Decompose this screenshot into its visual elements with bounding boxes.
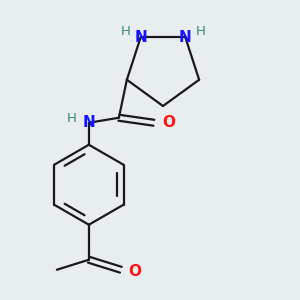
Text: H: H (67, 112, 77, 125)
Text: N: N (179, 30, 192, 45)
Text: N: N (134, 30, 147, 45)
Text: H: H (195, 25, 205, 38)
Text: O: O (128, 264, 141, 279)
Text: O: O (162, 115, 175, 130)
Text: N: N (82, 115, 95, 130)
Text: H: H (121, 25, 131, 38)
